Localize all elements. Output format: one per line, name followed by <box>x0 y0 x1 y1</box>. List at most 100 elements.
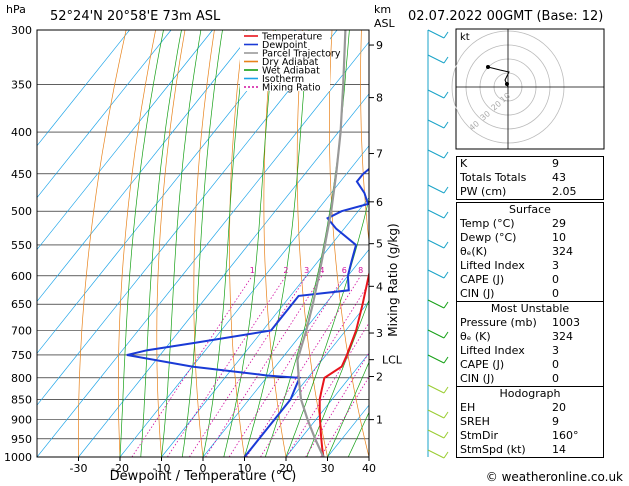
mixing-ratio-line <box>320 376 369 457</box>
pressure-tick-label: 800 <box>11 372 32 385</box>
mu-row: θₑ (K) 324 <box>460 330 573 343</box>
wind-barb <box>427 409 445 419</box>
mixing-ratio-label: 6 <box>342 266 347 275</box>
wind-barb <box>427 239 445 249</box>
mixing-ratio-line <box>131 275 253 457</box>
hodograph-unit-label: kt <box>460 32 470 43</box>
dry-adiabat-line <box>156 30 186 457</box>
pressure-tick-label: 450 <box>11 168 32 181</box>
wind-barb <box>427 429 445 439</box>
wet-adiabat-line <box>140 30 182 457</box>
surface-row: Dewp (°C) 10 <box>460 231 566 244</box>
wind-barb-flag <box>443 91 449 99</box>
hpa-unit: hPa <box>6 3 26 16</box>
legend-label: Temperature <box>261 32 322 43</box>
isotherm-line <box>37 30 255 302</box>
mixing-ratio-line <box>286 322 369 457</box>
wind-barb <box>427 184 445 194</box>
wind-barb-flag <box>443 411 449 419</box>
wind-barb-flag <box>443 56 449 64</box>
wind-barb <box>427 354 445 364</box>
mixing-ratio-label: 2 <box>283 266 288 275</box>
footer-credit: © weatheronline.co.uk <box>485 470 623 484</box>
mixing-ratio-axis-title: Mixing Ratio (g/kg) <box>386 223 400 336</box>
x-axis-title: Dewpoint / Temperature (°C) <box>110 469 297 484</box>
hodograph-point <box>486 65 490 69</box>
pressure-tick-label: 750 <box>11 349 32 362</box>
isotherm-line <box>202 248 369 457</box>
x-tick-label: -20 <box>111 462 129 475</box>
mixing-ratio-line <box>228 275 345 457</box>
lcl-label: LCL <box>382 354 403 367</box>
wet-adiabat-line <box>285 197 369 457</box>
wet-adiabat-line <box>244 30 310 457</box>
wind-barb <box>427 54 445 64</box>
km-unit: km <box>374 3 391 16</box>
legend-label: Dewpoint <box>262 40 307 51</box>
km-tick-label: 5 <box>376 238 383 251</box>
wet-adiabat-line <box>264 30 350 457</box>
km-tick-label: 3 <box>376 327 383 340</box>
wind-barb-flag <box>443 271 449 279</box>
wind-barb-flag <box>443 356 449 364</box>
wind-barb-flag <box>443 151 449 159</box>
isotherm-line <box>37 30 213 251</box>
mu-row: Lifted Index 3 <box>460 344 559 357</box>
dry-adiabat-line <box>296 30 328 457</box>
wind-barb <box>427 119 445 129</box>
series-dewpoint <box>126 167 369 457</box>
wet-adiabat-line <box>161 30 202 457</box>
storm-motion-point <box>505 82 509 86</box>
isotherm-line <box>244 300 369 457</box>
wet-adiabat-line <box>202 30 248 457</box>
isotherm-line <box>161 197 369 457</box>
isotherm-line <box>37 30 296 354</box>
hodo-row: StmDir 160° <box>460 429 579 442</box>
wind-barb-flag <box>443 186 449 194</box>
x-tick-label: -30 <box>70 462 88 475</box>
wind-barb-flag <box>443 301 449 309</box>
wind-barb-flag <box>443 121 449 129</box>
pressure-tick-label: 1000 <box>4 451 32 464</box>
wind-barb <box>427 149 445 159</box>
surface-row: θₑ(K) 324 <box>460 245 573 258</box>
mixing-ratio-label: 20 <box>411 266 421 275</box>
dry-adiabat-line <box>78 30 127 457</box>
km-tick-label: 7 <box>376 148 383 161</box>
legend-label: Dry Adiabat <box>262 57 319 68</box>
mixing-ratio-label: 10 <box>369 266 379 275</box>
km-tick-label: 6 <box>376 196 383 209</box>
wind-barb-flag <box>443 31 449 39</box>
wind-barb <box>427 89 445 99</box>
series-parcel-trajectory <box>296 30 347 457</box>
legend-label: Isotherm <box>262 74 304 85</box>
isotherm-line <box>119 145 369 457</box>
axes: 3003504004505005506006507007508008509009… <box>4 24 403 475</box>
hodograph-table-title: Hodograph <box>457 386 603 401</box>
wind-barb <box>427 269 445 279</box>
pressure-tick-label: 850 <box>11 393 32 406</box>
location-title: 52°24'N 20°58'E 73m ASL <box>50 9 221 24</box>
pressure-tick-label: 650 <box>11 298 32 311</box>
pressure-tick-label: 550 <box>11 239 32 252</box>
dry-adiabat-line <box>360 30 369 245</box>
hodograph-frame <box>455 28 605 150</box>
isotherm-line <box>37 30 338 406</box>
wind-barb-flag <box>443 386 449 394</box>
x-tick-label: 20 <box>279 462 293 475</box>
hodo-row: EH 20 <box>460 401 566 414</box>
km-tick-label: 4 <box>376 280 383 293</box>
legend-label: Mixing Ratio <box>262 83 321 94</box>
index-pw: PW (cm) 2.05 <box>460 185 577 198</box>
dry-adiabat-line <box>193 30 215 457</box>
surface-table: Surface Temp (°C) 29 Dewp (°C) 10 θₑ(K) 324… <box>456 202 604 458</box>
isotherm-line <box>37 41 369 457</box>
pressure-tick-label: 400 <box>11 126 32 139</box>
wind-barb <box>427 209 445 219</box>
wind-barb-flag <box>443 331 449 339</box>
mu-row: CAPE (J) 0 <box>460 358 559 371</box>
wind-barbs <box>427 29 449 459</box>
surface-row: Lifted Index 3 <box>460 259 559 272</box>
